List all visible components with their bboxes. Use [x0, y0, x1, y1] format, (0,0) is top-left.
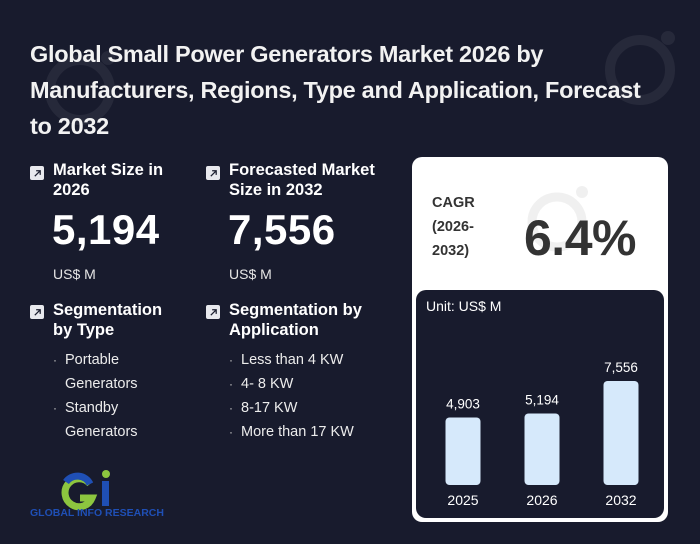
x-tick-label: 2032: [605, 492, 636, 508]
page-title: Global Small Power Generators Market 202…: [30, 41, 641, 139]
list-item: · 8-17 KW: [229, 400, 298, 416]
chart-unit-label: Unit: US$ M: [426, 298, 502, 314]
segmentation-type-list: · Portable Generators · Standby Generators: [53, 348, 163, 444]
watermark-logo: [45, 51, 115, 125]
bar-chart: 4,903 2025 5,194 2026 7,556 2032: [445, 360, 639, 508]
bar-value-label: 5,194: [525, 393, 559, 408]
list-item: · Less than 4 KW: [229, 352, 344, 368]
arrow-up-right-icon: [30, 305, 44, 319]
segmentation-application-list: · Less than 4 KW · 4- 8 KW · 8-17 KW · More …: [229, 348, 399, 444]
x-tick-label: 2025: [447, 492, 478, 508]
watermark-logo: [605, 31, 675, 105]
cagr-value: 6.4%: [524, 210, 636, 266]
logo-text: GLOBAL INFO RESEARCH: [30, 507, 164, 519]
market-size-unit: US$ M: [53, 266, 96, 282]
list-item: · Standby Generators: [53, 400, 138, 440]
segmentation-application-label: Segmentation by Application: [229, 301, 362, 339]
forecast-size-label: Forecasted Market Size in 2032: [229, 161, 375, 199]
market-size-label: Market Size in 2026: [53, 161, 164, 199]
bar-2032: [603, 381, 639, 485]
arrow-up-right-icon: [30, 166, 44, 180]
arrow-up-right-icon: [206, 166, 220, 180]
watermark-logo: [527, 186, 588, 252]
market-size-value: 5,194: [52, 206, 160, 253]
bar-2025: [445, 417, 481, 485]
list-item: · 4- 8 KW: [229, 376, 294, 392]
x-tick-label: 2026: [526, 492, 557, 508]
bar-value-label: 4,903: [446, 397, 480, 412]
bar-chart-card: Unit: US$ M 4,903 2025 5,194 2026 7,556 2032: [416, 290, 664, 518]
bar-value-label: 7,556: [604, 360, 638, 375]
list-item: · More than 17 KW: [229, 424, 354, 440]
cagr-label: CAGR (2026-2032): [432, 195, 475, 259]
global-info-research-logo: GLOBAL INFO RESEARCH: [30, 470, 164, 519]
segmentation-type-label: Segmentation by Type: [53, 301, 163, 339]
bar-2026: [524, 413, 560, 485]
arrow-up-right-icon: [206, 305, 220, 319]
list-item: · Portable Generators: [53, 352, 138, 392]
forecast-size-unit: US$ M: [229, 266, 272, 282]
forecast-size-value: 7,556: [228, 206, 336, 253]
